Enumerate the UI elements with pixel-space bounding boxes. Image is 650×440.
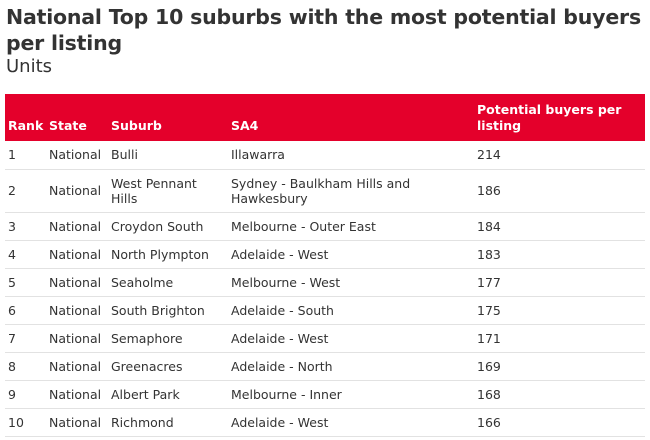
cell-suburb: Bulli [108,141,228,170]
cell-suburb: Richmond [108,408,228,437]
cell-sa4: Adelaide - South [228,296,474,325]
cell-sa4: Sydney - Baulkham Hills and Hawkesbury [228,169,474,213]
cell-suburb: South Brighton [108,296,228,325]
cell-suburb: North Plympton [108,240,228,269]
cell-potential-buyers: 186 [474,169,645,213]
cell-state: National [46,408,108,437]
cell-rank: 1 [5,141,46,170]
table-row: 6 National South Brighton Adelaide - Sou… [5,296,645,325]
cell-potential-buyers: 175 [474,296,645,325]
table-row: 9 National Albert Park Melbourne - Inner… [5,380,645,409]
table-row: 10 National Richmond Adelaide - West 166 [5,408,645,437]
cell-sa4: Melbourne - Outer East [228,212,474,241]
table-body: 1 National Bulli Illawarra 214 2 Nationa… [5,141,645,437]
page-title: National Top 10 suburbs with the most po… [6,5,641,55]
cell-state: National [46,324,108,353]
table-row: 5 National Seaholme Melbourne - West 177 [5,268,645,297]
table-row: 3 National Croydon South Melbourne - Out… [5,212,645,241]
cell-state: National [46,296,108,325]
cell-potential-buyers: 169 [474,352,645,381]
cell-rank: 5 [5,268,46,297]
header-row: Rank State Suburb SA4 Potential buyers p… [5,94,645,141]
table-header: Rank State Suburb SA4 Potential buyers p… [5,94,645,141]
cell-suburb: Greenacres [108,352,228,381]
cell-rank: 9 [5,380,46,409]
suburbs-table: Rank State Suburb SA4 Potential buyers p… [5,94,645,437]
cell-rank: 8 [5,352,46,381]
table-row: 4 National North Plympton Adelaide - Wes… [5,240,645,269]
cell-sa4: Melbourne - West [228,268,474,297]
cell-rank: 7 [5,324,46,353]
page-subtitle: Units [6,56,53,77]
column-header-sa4: SA4 [228,94,474,141]
cell-sa4: Adelaide - West [228,324,474,353]
cell-sa4: Melbourne - Inner [228,380,474,409]
cell-suburb: Albert Park [108,380,228,409]
cell-potential-buyers: 184 [474,212,645,241]
cell-suburb: West Pennant Hills [108,169,228,213]
cell-sa4: Adelaide - North [228,352,474,381]
cell-potential-buyers: 168 [474,380,645,409]
column-header-suburb: Suburb [108,94,228,141]
column-header-rank: Rank [5,94,46,141]
table-row: 7 National Semaphore Adelaide - West 171 [5,324,645,353]
cell-potential-buyers: 214 [474,141,645,170]
cell-potential-buyers: 166 [474,408,645,437]
cell-state: National [46,268,108,297]
cell-sa4: Adelaide - West [228,408,474,437]
cell-rank: 2 [5,169,46,213]
cell-state: National [46,212,108,241]
cell-state: National [46,240,108,269]
table-row: 2 National West Pennant Hills Sydney - B… [5,169,645,213]
cell-suburb: Semaphore [108,324,228,353]
cell-potential-buyers: 177 [474,268,645,297]
table-row: 8 National Greenacres Adelaide - North 1… [5,352,645,381]
cell-potential-buyers: 183 [474,240,645,269]
table-row: 1 National Bulli Illawarra 214 [5,141,645,170]
column-header-potential-buyers: Potential buyers per listing [474,94,645,141]
cell-rank: 6 [5,296,46,325]
cell-state: National [46,169,108,213]
cell-rank: 3 [5,212,46,241]
cell-potential-buyers: 171 [474,324,645,353]
cell-state: National [46,141,108,170]
cell-sa4: Illawarra [228,141,474,170]
cell-state: National [46,352,108,381]
cell-sa4: Adelaide - West [228,240,474,269]
cell-suburb: Croydon South [108,212,228,241]
column-header-state: State [46,94,108,141]
cell-suburb: Seaholme [108,268,228,297]
cell-state: National [46,380,108,409]
cell-rank: 4 [5,240,46,269]
cell-rank: 10 [5,408,46,437]
